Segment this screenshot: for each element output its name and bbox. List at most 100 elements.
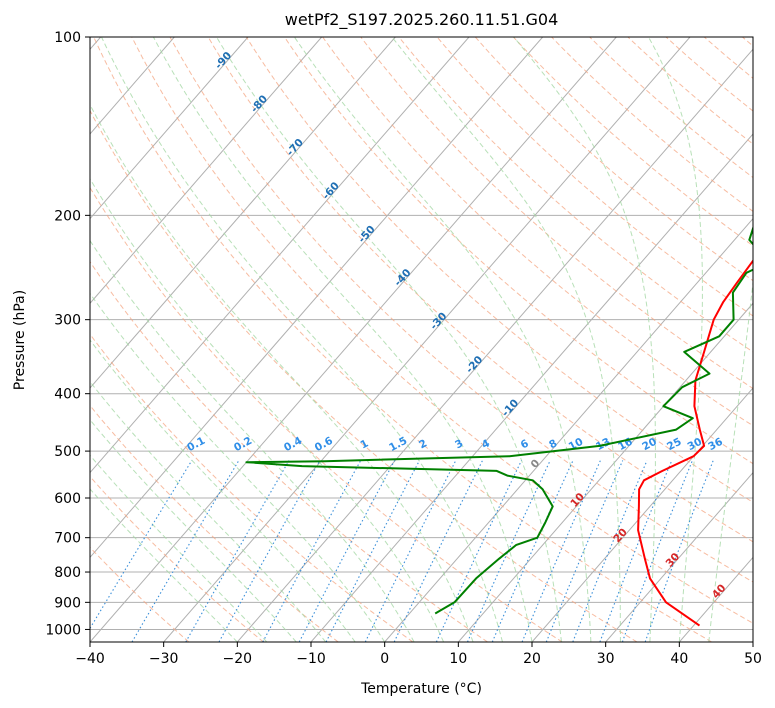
y-tick-label: 200: [54, 208, 81, 224]
moist-adiabat-line: [90, 488, 238, 642]
dry-adiabat-line: [169, 37, 753, 583]
y-tick-label: 300: [54, 313, 81, 329]
isotherm-line: [90, 37, 617, 642]
dry-adiabat-line: [90, 186, 563, 642]
moist-adiabat-line: [293, 37, 592, 642]
moist-adiabat-line: [152, 37, 533, 642]
x-tick-label: −40: [75, 651, 105, 667]
y-tick-label: 400: [54, 387, 81, 403]
mixing-ratio-line: [185, 460, 290, 642]
x-tick-label: −20: [223, 651, 253, 667]
dry-adiabat-line: [398, 37, 753, 353]
isotherm-label: -10: [500, 397, 522, 419]
mixing-ratio-line: [218, 460, 321, 642]
moist-adiabat-line: [90, 239, 415, 642]
x-tick-label: 0: [380, 651, 389, 667]
plot-frame: [89, 36, 754, 643]
moist-adiabat-line: [391, 37, 621, 642]
isotherm-line: [163, 37, 691, 642]
mixing-ratio-line: [90, 460, 193, 630]
dry-adiabat-line: [589, 37, 753, 179]
isotherm-line: [90, 37, 396, 389]
x-tick-label: 50: [744, 651, 762, 667]
isotherm-line: [310, 133, 753, 642]
isotherm-line: [605, 471, 753, 642]
dry-adiabat-line: [742, 37, 753, 47]
x-tick-label: −10: [296, 651, 326, 667]
dry-adiabat-line: [627, 37, 753, 145]
chart-title: wetPf2_S197.2025.260.11.51.G04: [285, 10, 559, 30]
mixing-ratio-line: [572, 460, 648, 642]
dry-adiabat-line: [207, 37, 753, 543]
moist-adiabat-line: [101, 37, 503, 642]
moist-adiabat-line: [648, 37, 703, 642]
mixing-ratio-label: 4: [480, 437, 492, 451]
mixing-ratio-line: [435, 460, 522, 642]
mixing-ratio-line: [298, 460, 396, 642]
dry-adiabat-line: [90, 333, 414, 642]
x-tick-label: 40: [670, 651, 688, 667]
temperature-line: [637, 259, 753, 627]
isotherm-line: [678, 556, 753, 642]
y-tick-label: 700: [54, 531, 81, 547]
isotherm-line: [90, 37, 544, 559]
mixing-ratio-label: 10: [567, 436, 586, 453]
moist-adiabat-line: [90, 177, 445, 642]
isotherm-line: [90, 37, 249, 220]
moist-adiabat-line: [90, 380, 327, 642]
moist-adiabat-line: [513, 37, 656, 642]
mixing-ratio-line: [262, 460, 362, 642]
x-tick-label: 20: [523, 651, 541, 667]
mixing-ratio-line: [545, 460, 624, 642]
isotherm-label: 0: [529, 457, 543, 470]
mixing-ratio-line: [131, 460, 240, 642]
mixing-ratio-line: [393, 460, 483, 642]
isotherm-line: [90, 37, 470, 474]
moist-adiabat-line: [90, 292, 386, 642]
dry-adiabat-line: [90, 109, 638, 642]
isotherm-label: -70: [284, 136, 306, 158]
isotherm-line: [90, 37, 323, 305]
y-tick-label: 1000: [45, 622, 81, 638]
isotherm-label: 20: [611, 526, 630, 545]
isotherm-label: 40: [710, 582, 729, 601]
mixing-ratio-label: 25: [665, 436, 684, 453]
isotherm-line: [752, 641, 753, 642]
moist-adiabat-line: [216, 37, 562, 642]
x-axis: −40 −30 −20 −10 0 10 20 30 40 50: [75, 642, 762, 667]
background-lines: [90, 37, 753, 642]
x-tick-label: −30: [149, 651, 179, 667]
isotherm-label: -90: [213, 50, 235, 72]
moist-adiabat-line: [90, 419, 297, 642]
x-axis-label: Temperature (°C): [360, 681, 482, 697]
mixing-ratio-line: [466, 460, 551, 642]
isotherm-line: [457, 302, 753, 642]
moist-adiabat-line: [708, 277, 753, 642]
isotherm-line: [236, 48, 753, 642]
mixing-ratio-label: 3: [453, 437, 465, 451]
mixing-ratio-label: 2: [417, 437, 429, 451]
mixing-ratio-line: [621, 460, 693, 642]
dry-adiabat-line: [474, 37, 753, 282]
dry-adiabat-line: [93, 37, 712, 642]
x-tick-label: 10: [449, 651, 467, 667]
y-tick-label: 600: [54, 491, 81, 507]
x-tick-label: 30: [597, 651, 615, 667]
isotherm-label: 30: [664, 551, 683, 570]
moist-adiabat-line: [90, 339, 356, 642]
y-tick-label: 800: [54, 565, 81, 581]
y-tick-label: 500: [54, 444, 81, 460]
mixing-ratio-line: [644, 460, 714, 642]
dry-adiabat-line: [322, 37, 753, 427]
mixing-ratio-line: [599, 460, 673, 642]
y-tick-label: 900: [54, 595, 81, 611]
dry-adiabat-line: [245, 37, 753, 503]
mixing-ratio-line: [521, 460, 601, 642]
moist-adiabat-line: [90, 103, 474, 642]
isotherm-label: -20: [464, 354, 486, 376]
dewpoint-line: [245, 225, 753, 615]
moist-adiabat-line: [90, 454, 268, 642]
isotherm-line: [531, 387, 753, 642]
mixing-ratio-line: [491, 460, 574, 642]
